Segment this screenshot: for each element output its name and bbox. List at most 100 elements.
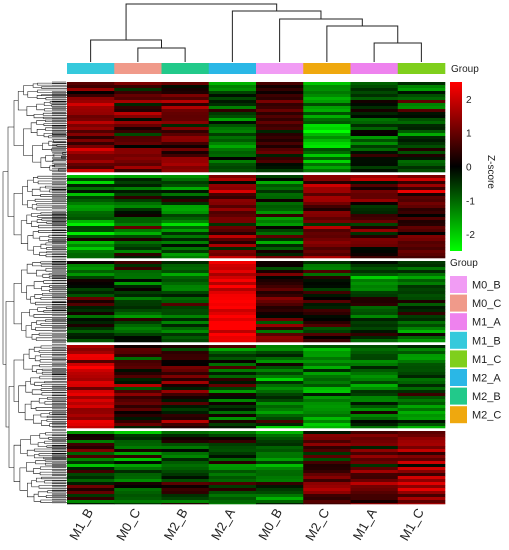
- heatmap-cell: [161, 208, 210, 212]
- heatmap-cell: [397, 97, 446, 101]
- heatmap-cell: [397, 220, 446, 224]
- heatmap-cell: [67, 118, 115, 122]
- heatmap-cell: [114, 115, 162, 119]
- heatmap-cell: [397, 181, 446, 185]
- group-annotation-label: Group: [451, 64, 479, 75]
- heatmap-cell: [114, 500, 162, 504]
- heatmap-cell: [397, 378, 446, 382]
- legend-label-m2-c: M2_C: [472, 410, 501, 422]
- heatmap-cell: [161, 151, 210, 155]
- heatmap-cell: [256, 396, 304, 400]
- legend-swatch-m2-c: [450, 406, 467, 424]
- heatmap-cell: [161, 238, 210, 242]
- heatmap-cell: [67, 405, 115, 409]
- heatmap-cell: [114, 387, 162, 391]
- heatmap-cell: [350, 160, 399, 164]
- heatmap-cell: [67, 300, 115, 304]
- heatmap-cell: [208, 303, 257, 307]
- heatmap-cell: [256, 318, 304, 322]
- heatmap-cell: [303, 130, 351, 134]
- heatmap-cell: [161, 282, 210, 286]
- heatmap-cell: [161, 300, 210, 304]
- heatmap-cell: [350, 190, 399, 194]
- heatmap-cell: [350, 232, 399, 236]
- heatmap-cell: [208, 273, 257, 277]
- heatmap-cell: [350, 402, 399, 406]
- heatmap-cell: [161, 199, 210, 203]
- heatmap-cell: [67, 455, 115, 459]
- heatmap-cell: [256, 190, 304, 194]
- heatmap-cell: [114, 256, 162, 259]
- heatmap-cell: [161, 205, 210, 209]
- heatmap-cell: [208, 372, 257, 376]
- colorbar-tick-label: 2: [466, 95, 472, 106]
- heatmap-cell: [114, 294, 162, 298]
- heatmap-cell: [114, 226, 162, 230]
- heatmap-cell: [256, 232, 304, 236]
- heatmap-cell: [397, 449, 446, 453]
- column-dendrogram-branch: [326, 25, 399, 62]
- heatmap-cell: [303, 390, 351, 394]
- heatmap-cell: [350, 315, 399, 319]
- heatmap-cell: [208, 211, 257, 215]
- heatmap-cell: [397, 273, 446, 277]
- heatmap-cell: [303, 291, 351, 295]
- heatmap-cell: [397, 399, 446, 403]
- colorbar-title: Z-score: [485, 155, 496, 189]
- heatmap-cluster-5: [67, 431, 446, 505]
- heatmap-cell: [67, 121, 115, 125]
- heatmap-cell: [114, 202, 162, 206]
- heatmap-cell: [114, 163, 162, 167]
- heatmap-cell: [67, 443, 115, 447]
- heatmap-cell: [161, 485, 210, 489]
- heatmap-cell: [256, 82, 304, 86]
- heatmap-cell: [208, 148, 257, 152]
- heatmap-cell: [256, 426, 304, 429]
- heatmap-cell: [208, 452, 257, 456]
- heatmap-cell: [256, 494, 304, 498]
- heatmap-cell: [350, 199, 399, 203]
- heatmap-cell: [256, 193, 304, 197]
- heatmap-cell: [67, 220, 115, 224]
- heatmap-cell: [114, 261, 162, 265]
- heatmap-cell: [350, 184, 399, 188]
- heatmap-cell: [303, 279, 351, 283]
- heatmap-cell: [114, 136, 162, 140]
- heatmap-cell: [161, 97, 210, 101]
- heatmap-cell: [350, 333, 399, 337]
- heatmap-cell: [303, 363, 351, 367]
- heatmap-cell: [114, 157, 162, 161]
- heatmap-cell: [350, 503, 399, 505]
- heatmap-cell: [208, 279, 257, 283]
- heatmap-cell: [67, 420, 115, 424]
- heatmap-cell: [303, 324, 351, 328]
- heatmap-cell: [114, 253, 162, 257]
- heatmap-cell: [161, 417, 210, 421]
- heatmap-cell: [67, 464, 115, 468]
- heatmap-cell: [303, 250, 351, 254]
- heatmap-cell: [350, 133, 399, 137]
- heatmap-cell: [67, 467, 115, 471]
- heatmap-cell: [303, 285, 351, 289]
- heatmap-cell: [397, 124, 446, 128]
- heatmap-cell: [114, 396, 162, 400]
- heatmap-cell: [256, 229, 304, 233]
- heatmap-cell: [350, 446, 399, 450]
- heatmap-cell: [67, 500, 115, 504]
- heatmap-cell: [397, 414, 446, 418]
- heatmap-cell: [114, 318, 162, 322]
- heatmap-cell: [350, 235, 399, 239]
- heatmap-cell: [397, 238, 446, 242]
- heatmap-cell: [397, 199, 446, 203]
- heatmap-cell: [114, 133, 162, 137]
- heatmap-cell: [256, 470, 304, 474]
- heatmap-cell: [114, 306, 162, 310]
- heatmap-cell: [114, 455, 162, 459]
- heatmap-cell: [303, 482, 351, 486]
- heatmap-cell: [161, 452, 210, 456]
- heatmap-cell: [397, 411, 446, 415]
- heatmap-cell: [256, 241, 304, 245]
- heatmap-cell: [161, 393, 210, 397]
- group-annotation-bar: [67, 63, 446, 74]
- heatmap-cell: [350, 85, 399, 89]
